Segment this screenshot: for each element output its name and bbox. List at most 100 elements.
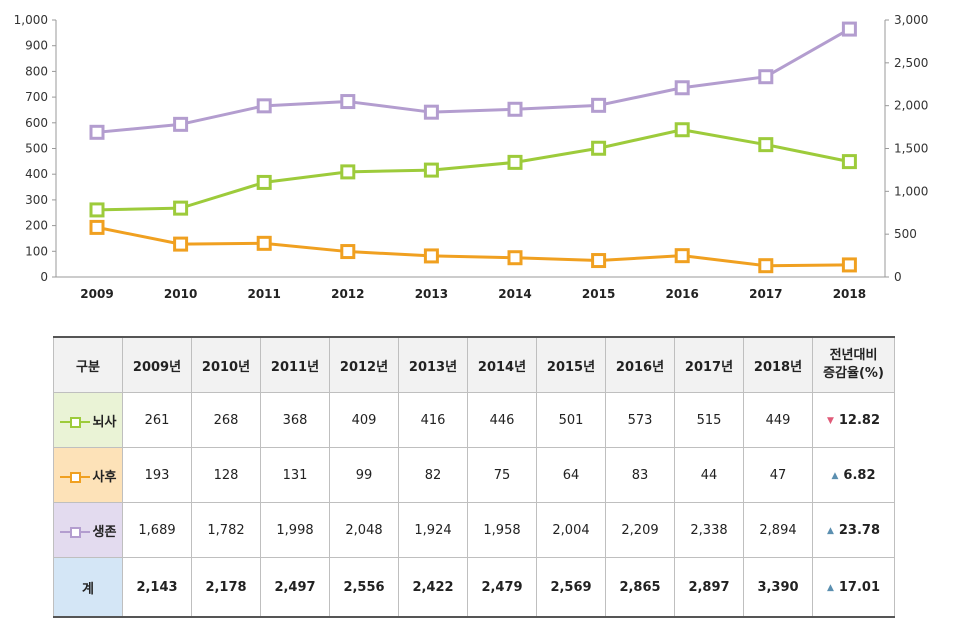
header-2018: 2018년 bbox=[743, 336, 813, 393]
right-axis-tick-label: 2,500 bbox=[894, 56, 928, 70]
up-triangle-icon: ▲ bbox=[831, 470, 839, 481]
table-cell: 501 bbox=[536, 392, 606, 448]
table-cell: 2,569 bbox=[536, 557, 606, 618]
data-point-생존 bbox=[340, 94, 356, 110]
data-point-생존 bbox=[591, 97, 607, 113]
x-axis-tick-label: 2010 bbox=[164, 287, 197, 301]
data-point-사후 bbox=[758, 258, 774, 274]
data-point-생존 bbox=[89, 124, 105, 140]
table-row: 계 2,143 2,178 2,497 2,556 2,422 2,479 2,569 2,86… bbox=[53, 557, 895, 618]
change-rate-value: 17.01 bbox=[838, 579, 881, 595]
table-cell: 1,924 bbox=[398, 502, 468, 558]
table-cell: 131 bbox=[260, 447, 330, 503]
left-axis-tick-label: 1,000 bbox=[14, 13, 48, 27]
header-change-rate: 전년대비 증감율(%) bbox=[812, 336, 895, 393]
table-cell: 1,958 bbox=[467, 502, 537, 558]
data-point-사후 bbox=[89, 219, 105, 235]
left-axis-tick-label: 100 bbox=[25, 244, 48, 258]
data-point-사후 bbox=[423, 248, 439, 264]
table-cell: 261 bbox=[122, 392, 192, 448]
change-rate-value: 23.78 bbox=[838, 522, 881, 538]
x-axis-tick-label: 2017 bbox=[749, 287, 782, 301]
change-rate-cell: ▲ 6.82 bbox=[812, 447, 895, 503]
change-rate-cell: ▲ 23.78 bbox=[812, 502, 895, 558]
data-point-생존 bbox=[423, 104, 439, 120]
left-axis-tick-label: 700 bbox=[25, 90, 48, 104]
data-point-생존 bbox=[758, 69, 774, 85]
table-header-row: 구분 2009년 2010년 2011년 2012년 2013년 2014년 2… bbox=[53, 336, 895, 393]
right-axis-tick-label: 1,000 bbox=[894, 184, 928, 198]
right-axis-tick-label: 0 bbox=[894, 270, 902, 284]
series-line-뇌사 bbox=[96, 128, 850, 212]
table-cell: 128 bbox=[191, 447, 261, 503]
row-label-cell: 계 bbox=[53, 557, 123, 618]
x-axis-tick-label: 2009 bbox=[80, 287, 113, 301]
data-point-생존 bbox=[841, 21, 857, 37]
table-cell: 75 bbox=[467, 447, 537, 503]
data-point-사후 bbox=[591, 253, 607, 269]
table-cell: 3,390 bbox=[743, 557, 813, 618]
table-cell: 449 bbox=[743, 392, 813, 448]
x-axis-tick-label: 2016 bbox=[665, 287, 698, 301]
data-point-뇌사 bbox=[507, 154, 523, 170]
header-2015: 2015년 bbox=[536, 336, 606, 393]
data-point-사후 bbox=[256, 235, 272, 251]
left-axis-tick-label: 0 bbox=[40, 270, 48, 284]
table-cell: 515 bbox=[674, 392, 744, 448]
change-rate-value: 12.82 bbox=[838, 412, 881, 428]
table-cell: 2,556 bbox=[329, 557, 399, 618]
table-cell: 82 bbox=[398, 447, 468, 503]
data-point-뇌사 bbox=[591, 140, 607, 156]
left-axis-tick-label: 300 bbox=[25, 193, 48, 207]
x-axis-tick-label: 2015 bbox=[582, 287, 615, 301]
data-point-생존 bbox=[507, 101, 523, 117]
change-rate-value: 6.82 bbox=[843, 467, 876, 483]
table-cell: 2,143 bbox=[122, 557, 192, 618]
legend-marker-icon bbox=[59, 526, 90, 538]
table-cell: 44 bbox=[674, 447, 744, 503]
table-row: 사후 193 128 131 99 82 75 64 83 44 47 ▲ 6.82 bbox=[53, 447, 895, 503]
table-cell: 193 bbox=[122, 447, 192, 503]
table-cell: 1,782 bbox=[191, 502, 261, 558]
data-point-사후 bbox=[340, 244, 356, 260]
legend-marker-icon bbox=[59, 471, 90, 483]
right-axis-tick-label: 500 bbox=[894, 227, 917, 241]
row-label: 계 bbox=[82, 581, 94, 597]
table-row: 생존 1,689 1,782 1,998 2,048 1,924 1,958 2,004 2,2… bbox=[53, 502, 895, 558]
row-label-cell: 사후 bbox=[53, 447, 123, 503]
data-point-생존 bbox=[674, 80, 690, 96]
header-2016: 2016년 bbox=[605, 336, 675, 393]
up-triangle-icon: ▲ bbox=[826, 525, 834, 536]
series-line-생존 bbox=[96, 27, 851, 134]
data-point-뇌사 bbox=[841, 154, 857, 170]
header-category: 구분 bbox=[53, 336, 123, 393]
data-point-사후 bbox=[173, 236, 189, 252]
x-axis-tick-label: 2011 bbox=[247, 287, 280, 301]
data-point-생존 bbox=[173, 116, 189, 132]
header-2011: 2011년 bbox=[260, 336, 330, 393]
data-point-사후 bbox=[674, 248, 690, 264]
x-axis-tick-label: 2013 bbox=[415, 287, 448, 301]
table-cell: 2,004 bbox=[536, 502, 606, 558]
header-2017: 2017년 bbox=[674, 336, 744, 393]
left-axis-tick-label: 400 bbox=[25, 167, 48, 181]
data-point-뇌사 bbox=[423, 162, 439, 178]
right-axis-tick-label: 3,000 bbox=[894, 13, 928, 27]
table-cell: 99 bbox=[329, 447, 399, 503]
x-axis-tick-label: 2014 bbox=[498, 287, 531, 301]
row-label-cell: 뇌사 bbox=[53, 392, 123, 448]
table-cell: 573 bbox=[605, 392, 675, 448]
header-2013: 2013년 bbox=[398, 336, 468, 393]
legend-marker-icon bbox=[59, 416, 90, 428]
data-point-뇌사 bbox=[674, 122, 690, 138]
row-label-cell: 생존 bbox=[53, 502, 123, 558]
table-cell: 2,497 bbox=[260, 557, 330, 618]
change-rate-cell: ▲ 17.01 bbox=[812, 557, 895, 618]
table-cell: 368 bbox=[260, 392, 330, 448]
x-axis-tick-label: 2012 bbox=[331, 287, 364, 301]
table-cell: 2,897 bbox=[674, 557, 744, 618]
header-2012: 2012년 bbox=[329, 336, 399, 393]
table-cell: 416 bbox=[398, 392, 468, 448]
data-point-뇌사 bbox=[340, 164, 356, 180]
down-triangle-icon: ▼ bbox=[826, 415, 834, 426]
